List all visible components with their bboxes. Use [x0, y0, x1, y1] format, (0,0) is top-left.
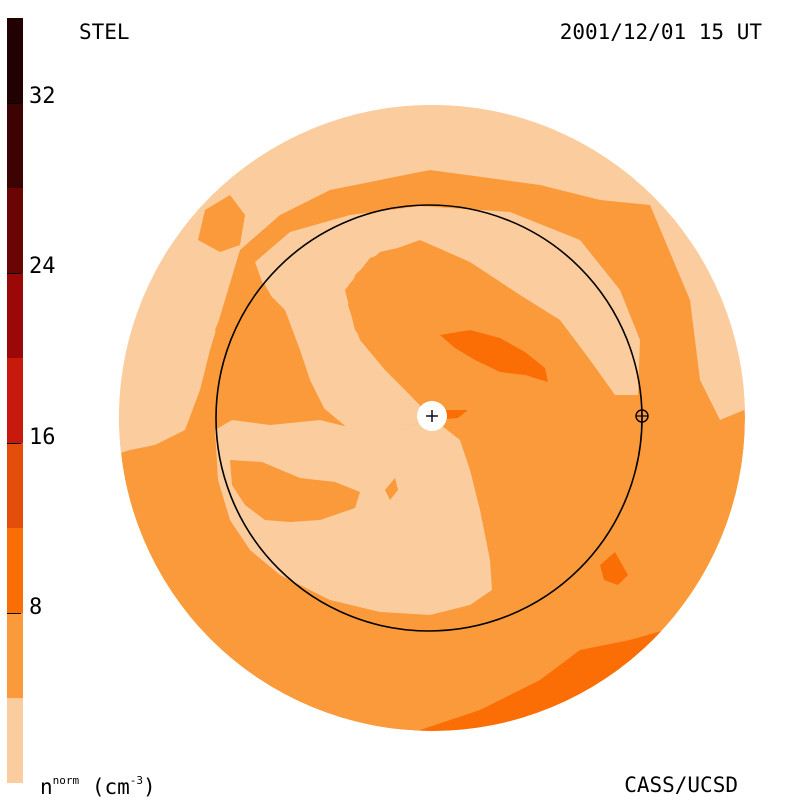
density-low-interior-lower — [215, 418, 492, 615]
earth-icon — [635, 409, 649, 423]
density-mid-patch-corner — [198, 195, 245, 252]
colorbar-tick-2 — [7, 273, 21, 274]
colorbar-bin-8 — [7, 18, 23, 103]
density-field — [119, 105, 745, 731]
tick-label-8: 8 — [29, 595, 43, 620]
unit-label: nnorm (cm-3) — [40, 775, 156, 798]
sun-icon — [417, 401, 447, 431]
datetime-label: 2001/12/01 15 UT — [559, 20, 762, 44]
colorbar-bin-3 — [7, 443, 23, 528]
colorbar-tick-3 — [7, 103, 21, 104]
colorbar-bin-1 — [7, 613, 23, 698]
unit-base: n — [40, 775, 53, 799]
colorbar-tick-0 — [7, 613, 21, 614]
colorbar-bin-6 — [7, 188, 23, 273]
density-low-outer — [119, 105, 745, 460]
colorbar-bin-7 — [7, 103, 23, 188]
unit-rest: (cm — [91, 775, 130, 799]
density-mid-patch-small — [385, 478, 398, 500]
unit-superscript: norm — [52, 774, 80, 787]
colorbar-bin-4 — [7, 358, 23, 443]
source-label: STEL — [79, 20, 130, 44]
colorbar-tick-1 — [7, 443, 21, 444]
colorbar — [7, 18, 23, 783]
density-mid-patch-left — [215, 265, 325, 418]
density-low-interior-upper — [255, 206, 640, 430]
unit-close: ) — [143, 775, 156, 799]
colorbar-bin-0 — [7, 698, 23, 783]
credit-label: CASS/UCSD — [624, 773, 738, 797]
tick-label-24: 24 — [29, 254, 56, 279]
density-high-right — [600, 552, 628, 585]
colorbar-bin-5 — [7, 273, 23, 358]
unit-exponent: -3 — [129, 774, 143, 787]
tick-label-32: 32 — [29, 84, 56, 109]
density-high-center — [440, 330, 548, 382]
tick-label-16: 16 — [29, 425, 56, 450]
density-mid-patch-lower — [230, 460, 360, 522]
colorbar-bin-2 — [7, 528, 23, 613]
